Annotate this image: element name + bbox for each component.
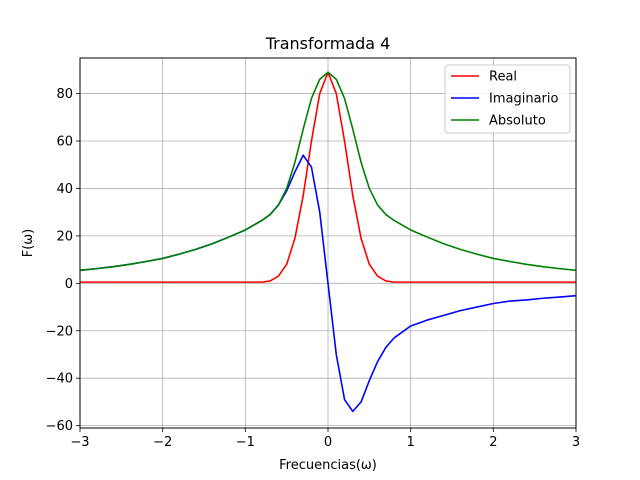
x-tick-label: 3	[572, 435, 580, 450]
y-tick-label: 60	[56, 135, 73, 150]
x-tick-label: 2	[489, 435, 497, 450]
legend: Real Imaginario Absoluto	[444, 64, 571, 134]
y-tick-label: 20	[56, 229, 73, 244]
x-tick-label: 0	[324, 435, 332, 450]
series-line-absoluto	[80, 71, 576, 272]
x-tick-label: 1	[407, 435, 415, 450]
y-tick-label: 80	[56, 87, 73, 102]
legend-label-absoluto: Absoluto	[489, 114, 546, 129]
x-tick-label: −3	[70, 435, 89, 450]
x-tick-label: −1	[236, 435, 255, 450]
y-tick-label: −60	[46, 419, 73, 434]
y-tick-label: 40	[56, 182, 73, 197]
y-tick-label: −20	[46, 324, 73, 339]
x-axis: −3 −2 −1 0 1 2 3	[70, 428, 580, 450]
legend-label-real: Real	[489, 70, 517, 85]
y-tick-label: 0	[65, 277, 73, 292]
legend-label-imaginario: Imaginario	[489, 92, 558, 107]
legend-box	[444, 64, 571, 134]
y-axis: −60 −40 −20 0 20 40 60 80	[46, 87, 80, 434]
x-axis-title: Frecuencias(ω)	[279, 458, 377, 473]
y-tick-label: −40	[46, 372, 73, 387]
x-tick-label: −2	[153, 435, 172, 450]
chart-title: Transformada 4	[265, 34, 391, 53]
series-layer	[80, 71, 576, 413]
y-axis-title: F(ω)	[21, 229, 36, 258]
